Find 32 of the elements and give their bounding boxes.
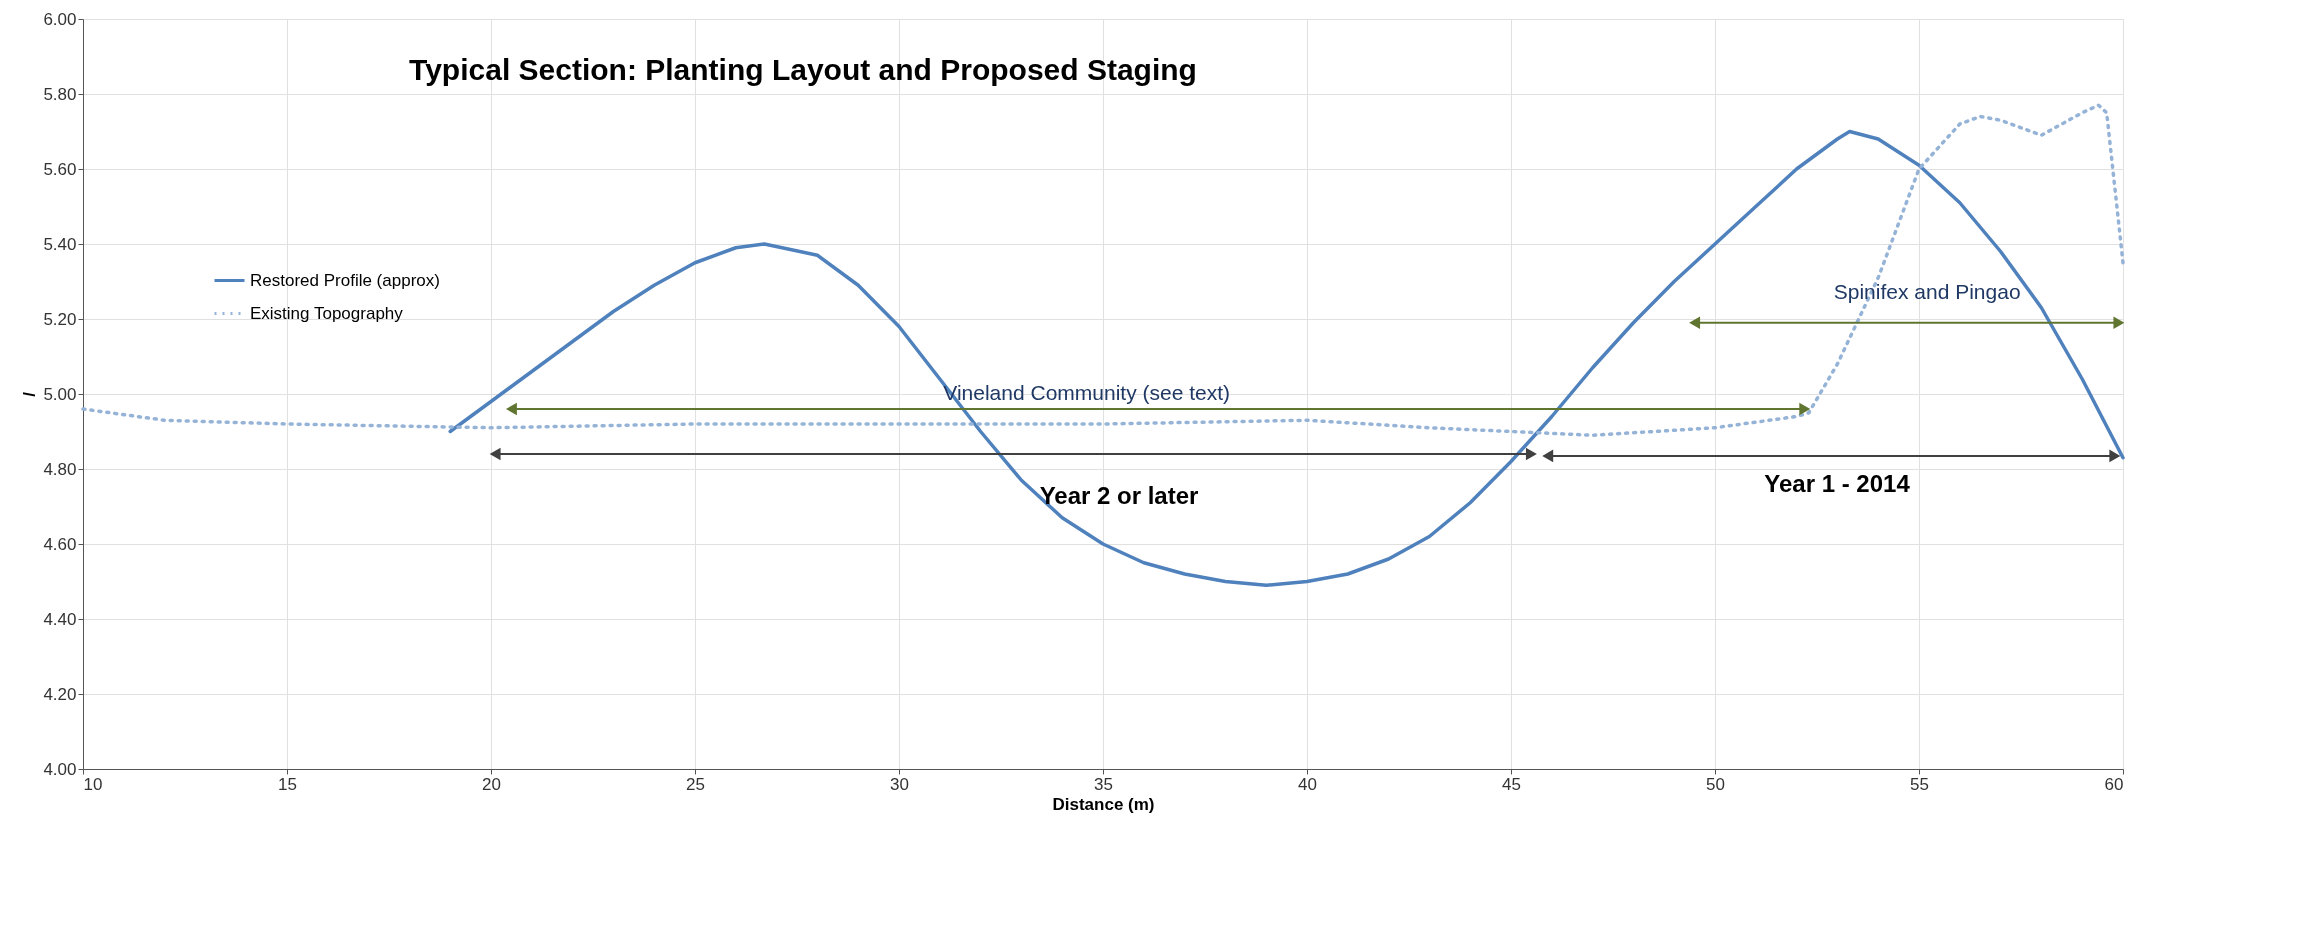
annotation: Year 1 - 2014 <box>1764 470 1911 497</box>
y-tick-label: 4.80 <box>43 459 77 479</box>
x-tick-label: 10 <box>83 774 103 794</box>
y-tick-label: 4.00 <box>43 759 77 779</box>
x-tick-label: 20 <box>482 774 501 794</box>
y-tick-label: 5.40 <box>43 234 77 254</box>
y-tick-label: 4.60 <box>43 534 77 554</box>
y-tick-label: 5.60 <box>43 159 77 179</box>
x-tick-label: 15 <box>278 774 297 794</box>
x-tick-label: 55 <box>1910 774 1929 794</box>
y-tick-label: 5.80 <box>43 84 77 104</box>
annotation: Spinifex and Pingao <box>1833 279 2021 303</box>
x-tick-label: 45 <box>1502 774 1521 794</box>
x-axis-title: Distance (m) <box>1052 794 1155 814</box>
annotation: Year 2 or later <box>1039 482 1199 509</box>
line-series <box>448 129 2125 587</box>
x-tick-label: 60 <box>2104 774 2124 794</box>
y-tick-label: 4.40 <box>43 609 77 629</box>
x-tick-label: 40 <box>1298 774 1317 794</box>
x-tick-label: 30 <box>890 774 909 794</box>
y-tick-label: 6.00 <box>43 9 77 29</box>
text: Typical Section: Planting Layout and Proposed Staging <box>409 53 1197 86</box>
x-tick-label: 50 <box>1706 774 1725 794</box>
x-tick-label: 25 <box>686 774 705 794</box>
y-tick-label: 4.20 <box>43 684 77 704</box>
line-series <box>81 103 2125 437</box>
y-axis-title: / <box>20 391 40 397</box>
y-tick-label: 5.20 <box>43 309 77 329</box>
legend-label: Restored Profile (approx) <box>250 270 440 290</box>
x-tick-label: 35 <box>1094 774 1113 794</box>
y-tick-label: 5.00 <box>43 384 77 404</box>
legend-label: Existing Topography <box>250 303 404 323</box>
